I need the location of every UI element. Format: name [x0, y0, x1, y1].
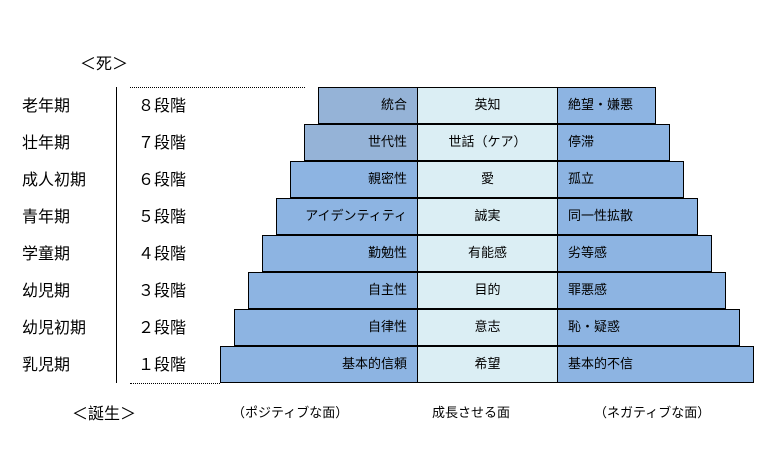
- negative-cell: 基本的不信: [557, 346, 754, 383]
- stage-label: ７段階: [138, 133, 187, 152]
- positive-cell: 勤勉性: [262, 235, 418, 272]
- negative-cell: 恥・疑惑: [557, 309, 740, 346]
- stage-label: ５段階: [138, 207, 187, 226]
- period-label: 壮年期: [22, 133, 71, 152]
- top-dotted-line: [130, 87, 305, 88]
- period-label: 幼児期: [22, 281, 71, 300]
- stage-label: ３段階: [138, 281, 187, 300]
- positive-cell: 自律性: [234, 309, 418, 346]
- negative-cell: 絶望・嫌悪: [557, 87, 656, 124]
- growth-cell: 希望: [417, 346, 558, 383]
- footer-growth: 成長させる面: [432, 406, 511, 421]
- growth-cell: 誠実: [417, 198, 558, 235]
- period-label: 老年期: [22, 96, 71, 115]
- footer-negative: （ネガティブな面）: [594, 406, 711, 421]
- negative-cell: 同一性拡散: [557, 198, 698, 235]
- period-label: 成人初期: [22, 170, 87, 189]
- death-label: ＜死＞: [80, 54, 129, 73]
- negative-cell: 罪悪感: [557, 272, 726, 309]
- birth-label: ＜誕生＞: [72, 404, 137, 423]
- growth-cell: 愛: [417, 161, 558, 198]
- positive-cell: 基本的信頼: [220, 346, 418, 383]
- positive-cell: 親密性: [290, 161, 418, 198]
- timeline-axis: [116, 87, 117, 383]
- negative-cell: 劣等感: [557, 235, 712, 272]
- positive-cell: アイデンティティ: [276, 198, 418, 235]
- growth-cell: 意志: [417, 309, 558, 346]
- growth-cell: 目的: [417, 272, 558, 309]
- period-label: 乳児期: [22, 355, 71, 374]
- stage-label: １段階: [138, 355, 187, 374]
- period-label: 青年期: [22, 207, 71, 226]
- negative-cell: 停滞: [557, 124, 670, 161]
- period-label: 幼児初期: [22, 318, 87, 337]
- positive-cell: 統合: [318, 87, 418, 124]
- period-label: 学童期: [22, 244, 71, 263]
- footer-positive: （ポジティブな面）: [232, 406, 349, 421]
- positive-cell: 世代性: [304, 124, 418, 161]
- stage-label: ６段階: [138, 170, 187, 189]
- growth-cell: 世話（ケア）: [417, 124, 558, 161]
- positive-cell: 自主性: [248, 272, 418, 309]
- stage-label: ４段階: [138, 244, 187, 263]
- growth-cell: 有能感: [417, 235, 558, 272]
- bottom-dotted-line: [130, 383, 220, 384]
- negative-cell: 孤立: [557, 161, 684, 198]
- stage-label: ８段階: [138, 96, 187, 115]
- stage-label: ２段階: [138, 318, 187, 337]
- growth-cell: 英知: [417, 87, 558, 124]
